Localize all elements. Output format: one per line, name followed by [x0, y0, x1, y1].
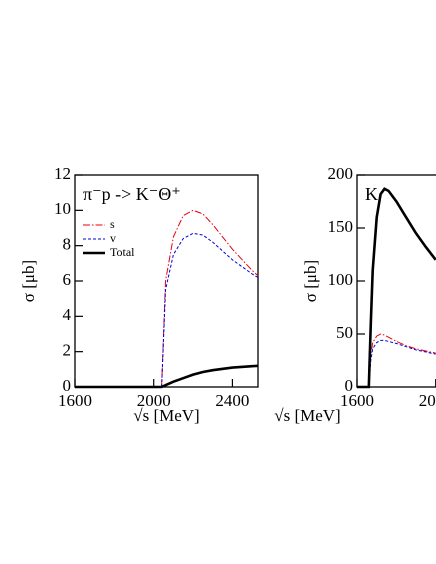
legend-label: v	[110, 231, 116, 245]
y-tick-label: 10	[54, 199, 71, 218]
x-axis-label: √s [MeV]	[133, 406, 199, 425]
x-tick-label: 1600	[58, 391, 92, 410]
y-tick-label: 150	[328, 217, 354, 236]
y-tick-label: 4	[63, 305, 72, 324]
legend-label: Total	[110, 245, 135, 259]
y-tick-label: 100	[328, 270, 354, 289]
plot-frame	[74, 174, 259, 388]
x-tick-label: 1600	[340, 391, 374, 410]
series-line	[368, 333, 436, 388]
x-tick-label: 2000	[419, 391, 436, 410]
series-line	[161, 232, 259, 388]
series-line	[368, 339, 436, 388]
y-tick-label: 200	[328, 164, 354, 183]
x-axis-label: √s [MeV]	[274, 406, 340, 425]
chart-title: K	[365, 184, 378, 204]
x-tick-label: 2400	[215, 391, 249, 410]
legend-label: s	[110, 217, 115, 231]
y-tick-label: 2	[63, 341, 72, 360]
y-tick-label: 50	[336, 323, 353, 342]
y-tick-label: 8	[63, 235, 72, 254]
y-tick-label: 6	[63, 270, 72, 289]
series-line	[357, 187, 436, 389]
series-line	[161, 209, 259, 388]
chart-title: π⁻p -> K⁻Θ⁺	[83, 184, 181, 204]
y-tick-label: 12	[54, 164, 71, 183]
y-tick-label: 0	[345, 376, 354, 395]
y-axis-label: σ [μb]	[301, 260, 320, 302]
series-line	[75, 364, 259, 389]
y-axis-label: σ [μb]	[19, 260, 38, 302]
x-tick-label: 2000	[137, 391, 171, 410]
y-tick-label: 0	[63, 376, 72, 395]
